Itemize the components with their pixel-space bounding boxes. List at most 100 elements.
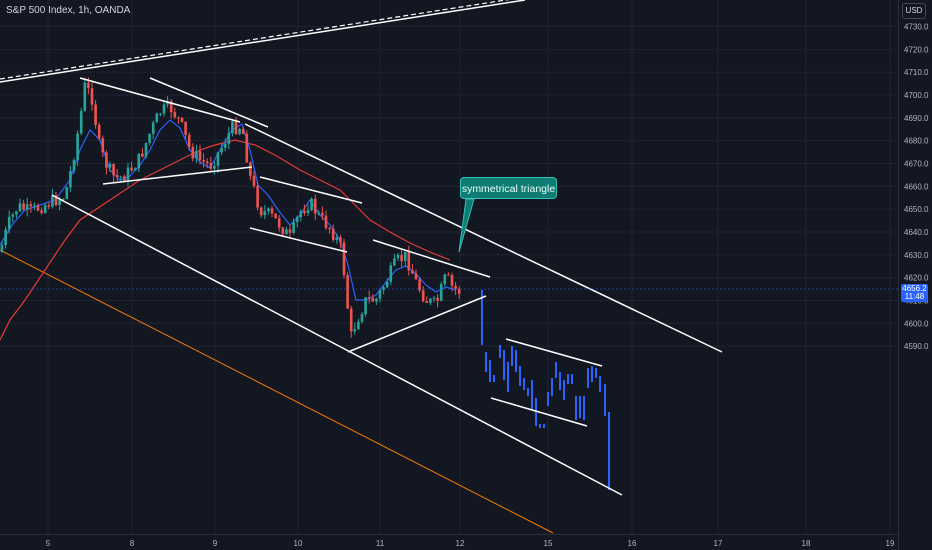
candle-body [231, 121, 234, 134]
candle-body [256, 185, 259, 208]
slow-moving-average [0, 139, 451, 341]
candle-body [342, 242, 346, 276]
candle-body [375, 298, 378, 302]
candle-body [241, 128, 245, 134]
candle-body [259, 207, 263, 216]
price-tick-label: 4620.0 [904, 274, 929, 283]
moving-averages [0, 119, 457, 341]
price-tick-label: 4720.0 [904, 45, 929, 54]
candle-body [7, 216, 11, 230]
candle-body [130, 167, 133, 171]
triangle-upper-line [372, 239, 491, 278]
candle-body [58, 199, 61, 205]
price-tick-label: 4650.0 [904, 205, 929, 214]
candle-body [299, 211, 303, 218]
candle-body [202, 159, 205, 162]
candle-body [439, 284, 443, 301]
candle-body [162, 104, 166, 114]
time-tick-label: 12 [456, 539, 465, 548]
candle-body [29, 204, 33, 207]
candle-body [54, 195, 58, 205]
candle-body [144, 142, 148, 157]
channel-upper-line [244, 123, 723, 353]
candle-body [450, 274, 454, 286]
price-tick-label: 4680.0 [904, 137, 929, 146]
candle-body [418, 279, 421, 291]
candle-body [360, 314, 364, 322]
candle-body [331, 228, 335, 240]
currency-button[interactable]: USD [902, 3, 926, 19]
candle-body [101, 138, 105, 153]
price-tick-label: 4670.0 [904, 159, 929, 168]
candle-body [349, 308, 353, 332]
time-tick-label: 17 [714, 539, 723, 548]
candle-body [97, 124, 101, 139]
projected-flag-upper [505, 338, 603, 367]
time-tick-label: 19 [886, 539, 895, 548]
candle-body [69, 170, 72, 188]
time-axis[interactable]: 5 8 9 10 11 12 15 16 17 18 19 [46, 539, 895, 548]
last-price-tag: 4656.2 11:48 [901, 284, 928, 302]
candle-body [238, 128, 241, 135]
candle-body [76, 133, 79, 161]
last-price-value: 4656.2 [902, 284, 927, 293]
candle-body [169, 101, 173, 113]
candle-body [0, 245, 4, 252]
candle-body [220, 147, 223, 153]
candle-body [227, 133, 231, 144]
candle-body [47, 205, 51, 207]
candle-body [187, 134, 191, 147]
price-tick-label: 4710.0 [904, 68, 929, 77]
candle-body [83, 82, 87, 111]
trendlines [0, 0, 723, 496]
candle-body [166, 101, 169, 105]
candle-body [108, 163, 112, 168]
candle-body [457, 288, 461, 294]
time-tick-label: 5 [46, 539, 51, 548]
candle-body [180, 117, 184, 122]
candle-body [249, 162, 252, 176]
candle-body [90, 88, 94, 105]
candle-body [310, 198, 313, 211]
candle-body [403, 251, 407, 262]
price-tick-label: 4630.0 [904, 251, 929, 260]
candle-body [173, 112, 177, 118]
flag-upper-line [259, 176, 363, 204]
candle-body [65, 187, 69, 199]
projected-flag-lower [490, 397, 588, 427]
time-tick-label: 15 [544, 539, 553, 548]
candle-body [421, 290, 425, 302]
price-tick-label: 4690.0 [904, 114, 929, 123]
candle-body [155, 113, 159, 123]
candle-body [339, 237, 342, 243]
candle-body [15, 211, 18, 215]
candle-body [292, 222, 295, 233]
time-tick-label: 11 [376, 539, 385, 548]
candle-body [393, 258, 396, 266]
candle-body [18, 203, 22, 212]
candle-body [40, 210, 43, 213]
candle-body [267, 208, 270, 212]
candle-body [346, 275, 349, 309]
candle-body [133, 168, 137, 171]
time-tick-label: 9 [213, 539, 218, 548]
time-tick-label: 16 [628, 539, 637, 548]
price-tick-label: 4730.0 [904, 23, 929, 32]
candle-body [385, 281, 389, 288]
candle-body [414, 273, 418, 280]
candle-body [263, 211, 267, 216]
candle-body [209, 163, 213, 169]
candle-body [353, 329, 357, 332]
grid-lines [0, 0, 898, 534]
candle-body [148, 133, 151, 143]
candle-body [22, 203, 25, 210]
fast-moving-average [0, 119, 457, 301]
candle-body [454, 285, 457, 289]
candle-body [436, 297, 439, 301]
candle-body [112, 163, 115, 176]
candle-body [411, 270, 414, 274]
candle-body [382, 287, 385, 291]
candle-body [234, 121, 238, 135]
annotation-label[interactable]: symmetrical triangle [460, 177, 557, 199]
